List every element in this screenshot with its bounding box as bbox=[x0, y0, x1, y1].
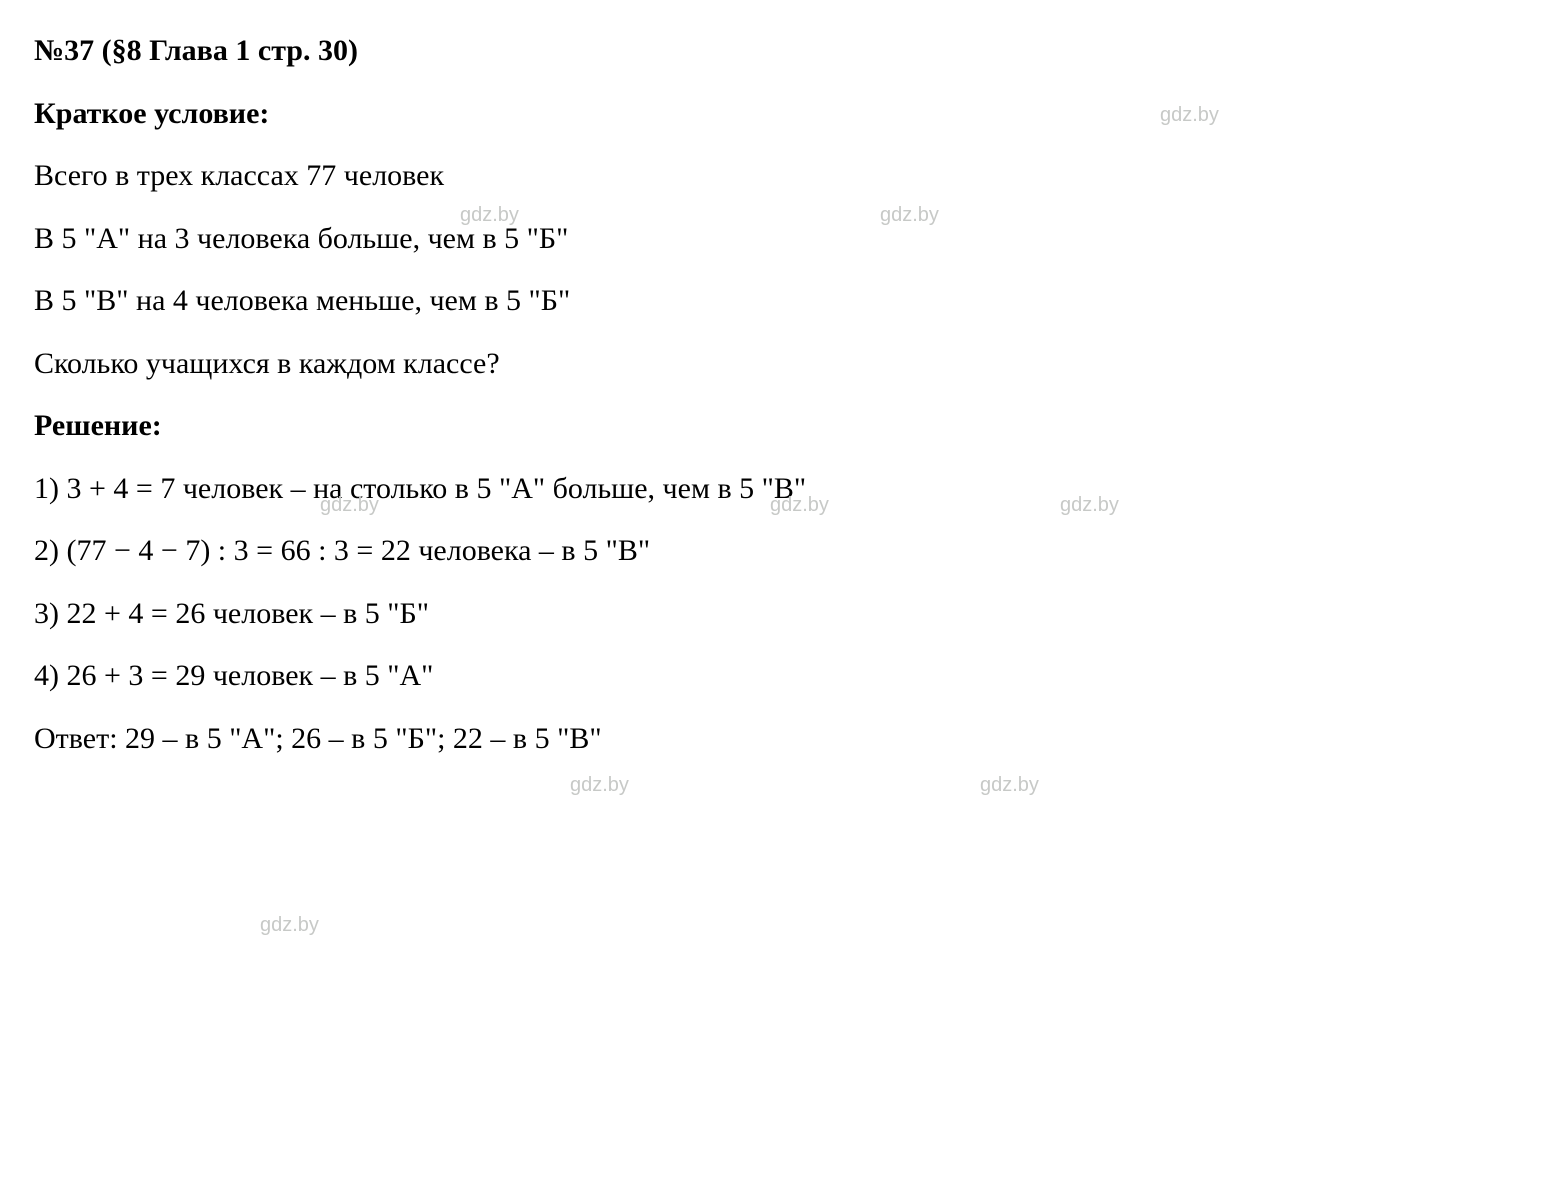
condition-line: Всего в трех классах 77 человек bbox=[34, 153, 1514, 200]
solution-step: 3) 22 + 4 = 26 человек – в 5 "Б" bbox=[34, 591, 1514, 638]
solution-step: 4) 26 + 3 = 29 человек – в 5 "А" bbox=[34, 653, 1514, 700]
solution-heading: Решение: bbox=[34, 403, 1514, 450]
page-title: №37 (§8 Глава 1 стр. 30) bbox=[34, 28, 1514, 75]
watermark: gdz.by bbox=[260, 910, 319, 941]
solution-step: 2) (77 − 4 − 7) : 3 = 66 : 3 = 22 челове… bbox=[34, 528, 1514, 575]
condition-line: В 5 "А" на 3 человека больше, чем в 5 "Б… bbox=[34, 216, 1514, 263]
condition-heading: Краткое условие: bbox=[34, 91, 1514, 138]
solution-step: 1) 3 + 4 = 7 человек – на столько в 5 "А… bbox=[34, 466, 1514, 513]
solution-answer: Ответ: 29 – в 5 "А"; 26 – в 5 "Б"; 22 – … bbox=[34, 716, 1514, 763]
condition-line: В 5 "В" на 4 человека меньше, чем в 5 "Б… bbox=[34, 278, 1514, 325]
watermark: gdz.by bbox=[570, 770, 629, 801]
watermark: gdz.by bbox=[980, 770, 1039, 801]
condition-line: Сколько учащихся в каждом классе? bbox=[34, 341, 1514, 388]
